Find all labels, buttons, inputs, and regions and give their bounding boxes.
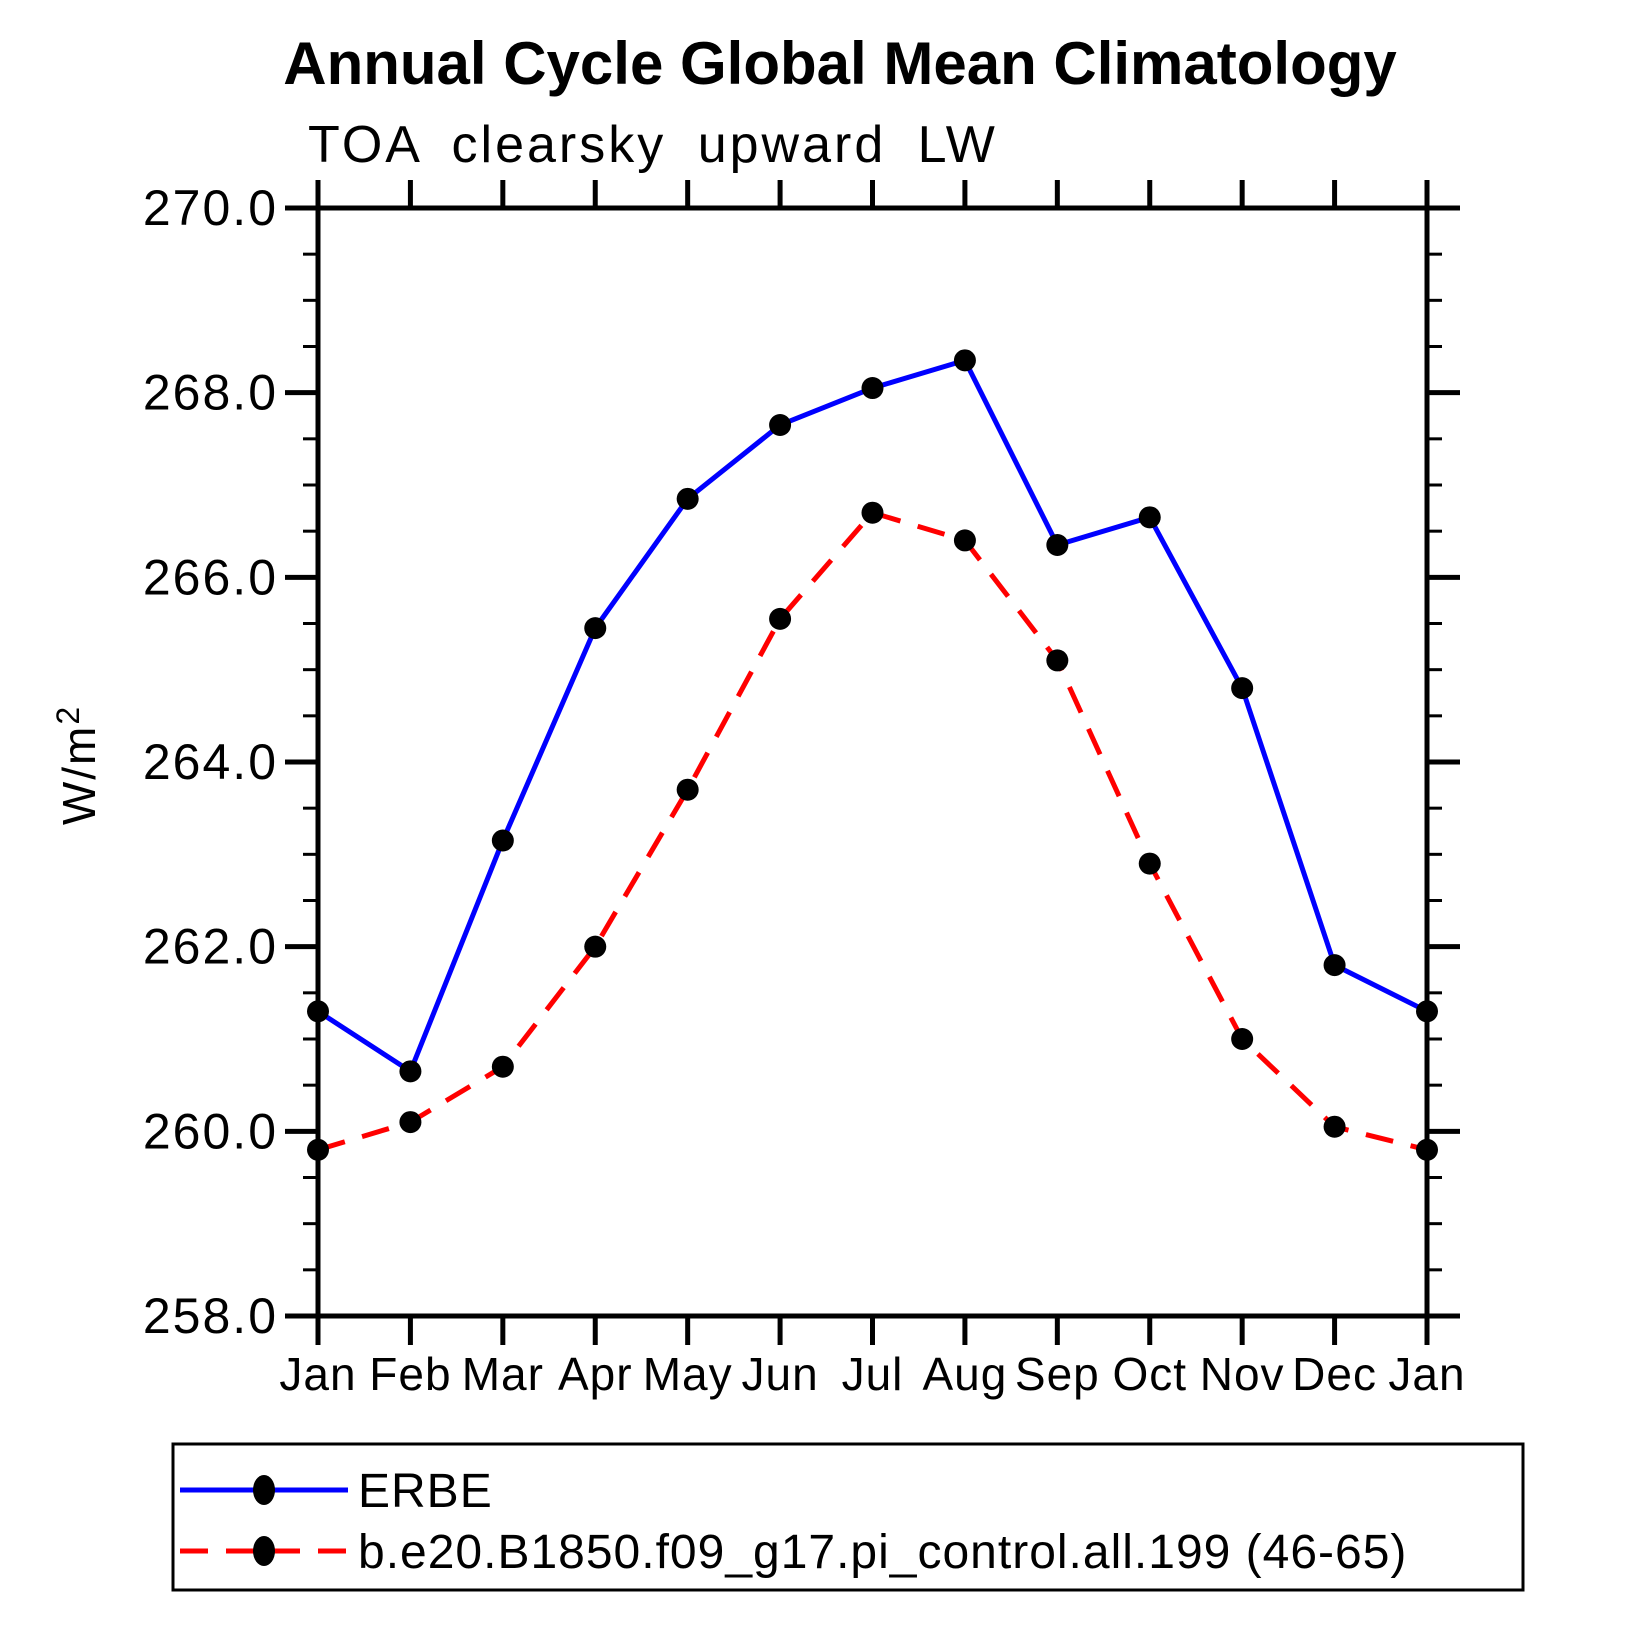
data-point-model-2 [491,1055,514,1078]
data-point-erbe-5 [769,413,792,436]
x-month-label: May [643,1348,733,1400]
x-month-label: Apr [558,1348,633,1400]
data-point-model-3 [584,935,607,958]
data-point-model-11 [1323,1115,1346,1138]
data-point-erbe-9 [1138,506,1161,529]
y-tick-label: 258.0 [143,1288,278,1344]
data-point-model-6 [861,501,884,524]
y-axis-title-base: W/m [53,725,105,826]
legend: ERBE b.e20.B1850.f09_g17.pi_control.all.… [171,1442,1525,1592]
data-point-erbe-11 [1323,954,1346,977]
y-tick-label: 270.0 [143,180,278,236]
y-tick-label: 262.0 [143,919,278,975]
x-month-label: Feb [369,1348,451,1400]
y-tick-label: 268.0 [143,365,278,421]
x-month-label: Dec [1292,1348,1377,1400]
y-tick-label: 260.0 [143,1103,278,1159]
data-point-model-4 [676,778,699,801]
legend-label-erbe: ERBE [358,1465,493,1518]
legend-label-model: b.e20.B1850.f09_g17.pi_control.all.199 (… [358,1526,1407,1579]
x-month-label: Nov [1200,1348,1285,1400]
data-point-erbe-4 [676,487,699,510]
data-point-model-1 [399,1111,422,1134]
x-month-label: Jul [842,1348,904,1400]
data-point-model-7 [953,529,976,552]
data-point-erbe-6 [861,377,884,400]
y-axis-title: W/m2 [50,705,105,825]
data-point-erbe-2 [491,829,514,852]
x-month-label: Jan [1388,1348,1465,1400]
x-month-label: Jan [279,1348,356,1400]
legend-marker-erbe [253,1475,275,1505]
data-point-model-12 [1416,1138,1438,1161]
data-point-erbe-7 [953,349,976,372]
data-point-model-0 [307,1138,329,1161]
data-point-erbe-3 [584,617,607,640]
data-point-model-10 [1231,1028,1254,1050]
x-month-label: Mar [462,1348,544,1400]
legend-box [171,1442,1525,1592]
y-tick-label: 264.0 [143,734,278,790]
data-point-model-5 [769,607,792,630]
data-point-model-8 [1046,649,1069,672]
data-point-erbe-1 [399,1060,422,1083]
data-point-erbe-12 [1416,1000,1438,1023]
data-point-erbe-0 [307,1000,329,1023]
data-point-erbe-8 [1046,534,1069,557]
y-axis-title-exponent: 2 [50,705,86,725]
x-month-label: Sep [1015,1348,1100,1400]
chart-title: Annual Cycle Global Mean Climatology [283,30,1397,97]
x-month-label: Oct [1112,1348,1187,1400]
y-tick-label: 266.0 [143,549,278,605]
data-point-erbe-10 [1231,677,1254,700]
chart-subtitle: TOA clearsky upward LW [308,116,998,174]
x-month-label: Aug [922,1348,1007,1400]
data-series [307,349,1438,1161]
x-month-label: Jun [741,1348,818,1400]
data-point-model-9 [1138,852,1161,875]
legend-marker-model [253,1536,275,1566]
